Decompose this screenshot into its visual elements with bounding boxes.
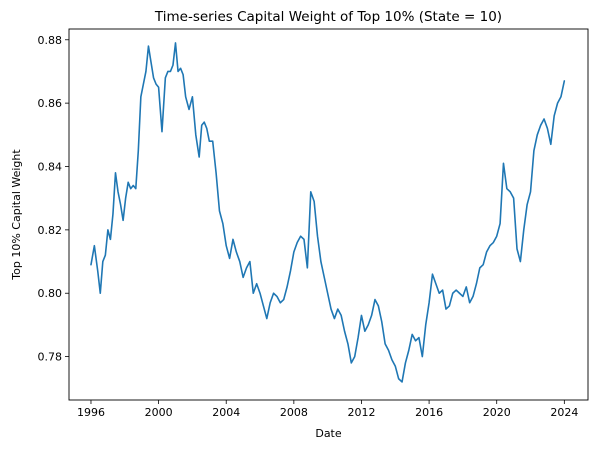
x-tick-label: 1996 — [77, 406, 105, 419]
x-tick-label: 2012 — [347, 406, 375, 419]
y-tick-label: 0.82 — [38, 224, 63, 237]
x-tick-label: 2020 — [483, 406, 511, 419]
y-tick-label: 0.88 — [38, 34, 63, 47]
y-axis: 0.78 0.80 0.82 0.84 0.86 0.88 — [38, 34, 69, 364]
chart-title: Time-series Capital Weight of Top 10% (S… — [154, 9, 502, 25]
x-axis: 1996 2000 2004 2008 2012 2016 2020 2024 — [77, 400, 578, 419]
plot-area — [68, 28, 589, 401]
y-tick-label: 0.80 — [38, 287, 63, 300]
y-tick-label: 0.86 — [38, 97, 63, 110]
x-tick-label: 2000 — [145, 406, 173, 419]
series-line — [90, 42, 566, 383]
x-tick-label: 2004 — [212, 406, 240, 419]
plot-frame — [68, 28, 589, 401]
x-tick-label: 2016 — [415, 406, 443, 419]
y-tick-label: 0.84 — [38, 161, 63, 174]
y-tick-label: 0.78 — [38, 351, 63, 364]
x-tick-label: 2008 — [280, 406, 308, 419]
y-axis-label: Top 10% Capital Weight — [10, 149, 23, 281]
x-tick-label: 2024 — [550, 406, 578, 419]
x-axis-label: Date — [315, 427, 342, 440]
